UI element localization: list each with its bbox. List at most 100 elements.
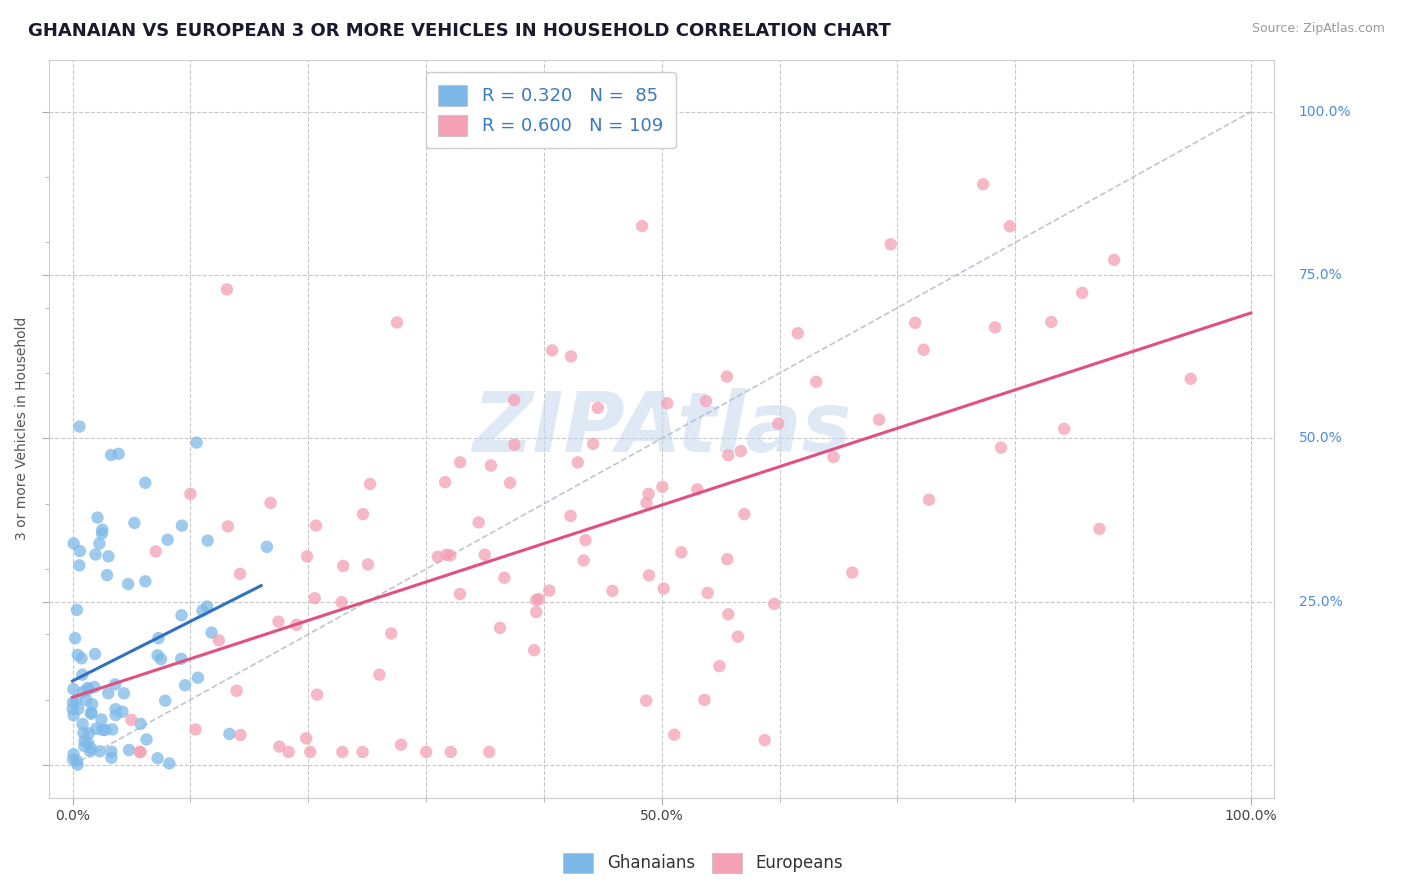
Point: [111, 705, 134, 719]
Point: [72, 717, 94, 731]
Point: [97, 549, 120, 564]
Point: [984, 320, 1007, 334]
Point: [77, 735, 100, 749]
Point: [89, 744, 111, 758]
Point: [763, 597, 786, 611]
Point: [823, 450, 845, 464]
Point: [636, 496, 658, 510]
Point: [380, 626, 402, 640]
Point: [80, 706, 103, 721]
Point: [69, 419, 91, 434]
Point: [560, 508, 582, 523]
Point: [352, 745, 374, 759]
Point: [174, 678, 197, 692]
Point: [104, 702, 127, 716]
Point: [489, 621, 512, 635]
Point: [651, 480, 673, 494]
Point: [80, 741, 103, 756]
Point: [717, 607, 740, 622]
Point: [686, 483, 709, 497]
Point: [918, 492, 941, 507]
Point: [368, 667, 391, 681]
Point: [474, 548, 496, 562]
Text: GHANAIAN VS EUROPEAN 3 OR MORE VEHICLES IN HOUSEHOLD CORRELATION CHART: GHANAIAN VS EUROPEAN 3 OR MORE VEHICLES …: [28, 22, 891, 40]
Point: [84, 722, 107, 736]
Point: [117, 577, 139, 591]
Point: [467, 516, 489, 530]
Point: [112, 686, 135, 700]
Point: [97, 686, 120, 700]
Point: [716, 369, 738, 384]
Point: [170, 652, 193, 666]
Point: [652, 582, 675, 596]
Point: [904, 316, 927, 330]
Point: [73, 734, 96, 748]
Point: [267, 615, 290, 629]
Point: [754, 733, 776, 747]
Point: [440, 745, 463, 759]
Point: [146, 751, 169, 765]
Point: [359, 477, 381, 491]
Point: [434, 475, 457, 490]
Point: [146, 648, 169, 663]
Point: [128, 745, 150, 759]
Point: [494, 571, 516, 585]
Point: [259, 496, 281, 510]
Point: [124, 516, 146, 530]
Point: [66, 603, 89, 617]
Point: [527, 592, 550, 607]
Point: [841, 566, 863, 580]
Point: [1180, 372, 1202, 386]
Point: [523, 643, 546, 657]
Point: [62, 702, 84, 716]
Point: [62, 747, 84, 762]
Point: [524, 605, 547, 619]
Point: [716, 552, 738, 566]
Point: [157, 756, 180, 771]
Point: [868, 412, 890, 426]
Point: [786, 326, 808, 341]
Point: [693, 693, 716, 707]
Point: [200, 625, 222, 640]
Point: [330, 595, 353, 609]
Point: [638, 568, 661, 582]
Point: [225, 683, 247, 698]
Point: [67, 558, 90, 573]
Point: [80, 706, 103, 720]
Point: [637, 487, 659, 501]
Point: [72, 685, 94, 699]
Point: [67, 702, 90, 716]
Point: [100, 745, 122, 759]
Point: [1071, 285, 1094, 300]
Point: [304, 591, 326, 606]
Point: [657, 396, 679, 410]
Point: [184, 723, 207, 737]
Legend: R = 0.320   N =  85, R = 0.600   N = 109: R = 0.320 N = 85, R = 0.600 N = 109: [426, 72, 675, 148]
Point: [1102, 252, 1125, 267]
Point: [91, 723, 114, 737]
Point: [217, 519, 239, 533]
Point: [299, 745, 322, 759]
Point: [582, 437, 605, 451]
Point: [567, 455, 589, 469]
Point: [90, 713, 112, 727]
Point: [107, 447, 129, 461]
Point: [972, 178, 994, 192]
Point: [156, 533, 179, 547]
Point: [62, 681, 84, 696]
Point: [82, 697, 104, 711]
Point: [295, 731, 318, 746]
Point: [671, 545, 693, 559]
Point: [880, 237, 903, 252]
Point: [357, 558, 380, 572]
Text: 75.0%: 75.0%: [1299, 268, 1343, 282]
Point: [695, 394, 717, 409]
Point: [256, 540, 278, 554]
Point: [1053, 422, 1076, 436]
Point: [636, 694, 658, 708]
Point: [170, 608, 193, 623]
Point: [478, 745, 501, 759]
Point: [285, 617, 308, 632]
Point: [77, 682, 100, 697]
Point: [72, 726, 94, 740]
